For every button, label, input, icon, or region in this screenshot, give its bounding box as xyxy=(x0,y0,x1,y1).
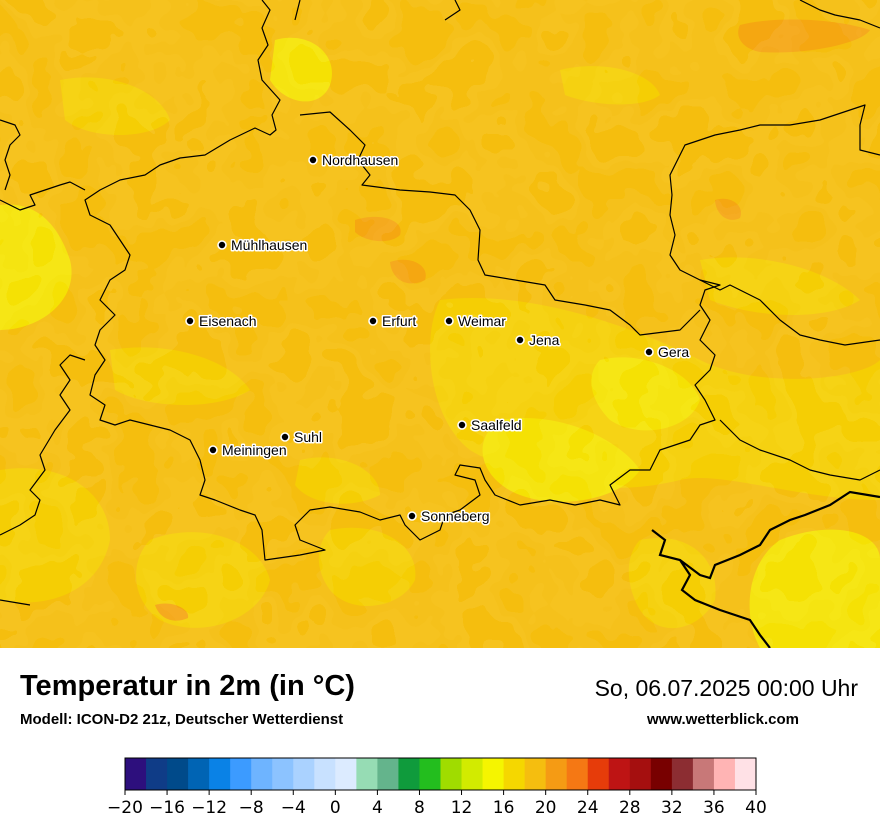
city-dot-icon xyxy=(280,432,290,442)
colorbar-swatch xyxy=(566,758,589,790)
colorbar-tick-label: −4 xyxy=(281,798,306,818)
colorbar-tick-label: −16 xyxy=(149,798,185,818)
city-dot-icon xyxy=(515,335,525,345)
city-label: Sonneberg xyxy=(421,508,490,524)
colorbar-swatch xyxy=(146,758,168,790)
model-info: Modell: ICON-D2 21z, Deutscher Wetterdie… xyxy=(20,711,344,728)
colorbar-tick-label: 40 xyxy=(745,798,767,818)
colorbar-swatch xyxy=(650,758,673,790)
colorbar-swatch xyxy=(125,758,147,790)
temperature-map[interactable]: Nordhausen Mühlhausen Eisenach Erfurt Weimar… xyxy=(0,0,880,649)
colorbar-swatch xyxy=(230,758,252,790)
colorbar-tick-label: 32 xyxy=(661,798,683,818)
colorbar-tick-label: −8 xyxy=(239,798,264,818)
colorbar-swatch xyxy=(251,758,273,790)
colorbar-swatch xyxy=(524,758,547,790)
city-label: Erfurt xyxy=(382,313,416,329)
city-jena: Jena xyxy=(515,331,561,350)
temperature-texture xyxy=(0,0,880,648)
colorbar-tick-label: 20 xyxy=(535,798,557,818)
footer: Temperatur in 2m (in °C) Modell: ICON-D2… xyxy=(0,648,880,830)
colorbar-swatch xyxy=(587,758,610,790)
colorbar-swatch xyxy=(188,758,210,790)
city-label: Jena xyxy=(529,332,560,348)
colorbar-swatch xyxy=(398,758,420,790)
city-dot-icon xyxy=(444,316,454,326)
colorbar-swatch xyxy=(629,758,652,790)
city-label: Weimar xyxy=(458,313,506,329)
colorbar-border xyxy=(124,757,757,791)
colorbar-tick-label: 0 xyxy=(330,798,341,818)
colorbar-swatch xyxy=(419,758,441,790)
city-nordhausen: Nordhausen xyxy=(308,151,400,170)
city-label: Saalfeld xyxy=(471,417,522,433)
city-dot-icon xyxy=(457,420,467,430)
colorbar-swatch xyxy=(314,758,336,790)
colorbar-tick-label: 12 xyxy=(451,798,473,818)
colorbar-swatch xyxy=(440,758,463,790)
colorbar-tick-label: −20 xyxy=(107,798,143,818)
website-link[interactable]: www.wetterblick.com xyxy=(647,711,799,728)
city-gera: Gera xyxy=(644,343,691,362)
colorbar-tick-label: 16 xyxy=(493,798,515,818)
city-weimar: Weimar xyxy=(444,312,508,331)
colorbar-swatch xyxy=(209,758,231,790)
colorbar-swatch xyxy=(293,758,315,790)
colorbar-tick-label: 4 xyxy=(372,798,383,818)
city-label: Meiningen xyxy=(222,442,287,458)
state-borders xyxy=(0,0,880,606)
city-mühlhausen: Mühlhausen xyxy=(217,236,309,255)
colorbar-tick-label: 8 xyxy=(414,798,425,818)
city-dot-icon xyxy=(217,240,227,250)
colorbar-tick-label: 36 xyxy=(703,798,725,818)
colorbar-swatch xyxy=(356,758,378,790)
city-eisenach: Eisenach xyxy=(185,312,258,331)
city-dot-icon xyxy=(644,347,654,357)
map-title: Temperatur in 2m (in °C) xyxy=(20,670,355,702)
colorbar-swatch xyxy=(671,758,694,790)
city-dot-icon xyxy=(185,316,195,326)
city-label: Mühlhausen xyxy=(231,237,307,253)
city-dot-icon xyxy=(368,316,378,326)
city-dot-icon xyxy=(208,445,218,455)
colorbar-swatch xyxy=(734,758,757,790)
valid-datetime: So, 06.07.2025 00:00 Uhr xyxy=(594,675,858,701)
colorbar-swatch xyxy=(713,758,736,790)
city-meiningen: Meiningen xyxy=(208,441,288,460)
colorbar-tick-label: −12 xyxy=(191,798,227,818)
city-dot-icon xyxy=(407,511,417,521)
colorbar-swatch xyxy=(272,758,294,790)
city-label: Suhl xyxy=(294,429,322,445)
city-erfurt: Erfurt xyxy=(368,312,418,331)
city-label: Gera xyxy=(658,344,689,360)
colorbar-swatch xyxy=(608,758,631,790)
colorbar-tick-label: 28 xyxy=(619,798,641,818)
colorbar-swatch xyxy=(482,758,505,790)
temperature-colorbar: −20 −16 −12 −8 −4 0 4 8 12 16 20 24 28 32 36 40 xyxy=(107,757,767,818)
national-border xyxy=(651,490,880,649)
colorbar-swatch xyxy=(335,758,357,790)
colorbar-tick-label: 24 xyxy=(577,798,599,818)
city-suhl: Suhl xyxy=(280,428,324,447)
city-markers: Nordhausen Mühlhausen Eisenach Erfurt Weimar… xyxy=(185,151,691,526)
colorbar-swatch xyxy=(503,758,526,790)
colorbar-swatch xyxy=(167,758,189,790)
city-label: Nordhausen xyxy=(322,152,398,168)
colorbar-swatch xyxy=(545,758,568,790)
colorbar-swatch xyxy=(461,758,484,790)
city-label: Eisenach xyxy=(199,313,257,329)
city-dot-icon xyxy=(308,155,318,165)
city-saalfeld: Saalfeld xyxy=(457,416,523,435)
city-sonneberg: Sonneberg xyxy=(407,507,491,526)
colorbar-swatch xyxy=(692,758,715,790)
colorbar-swatch xyxy=(377,758,399,790)
